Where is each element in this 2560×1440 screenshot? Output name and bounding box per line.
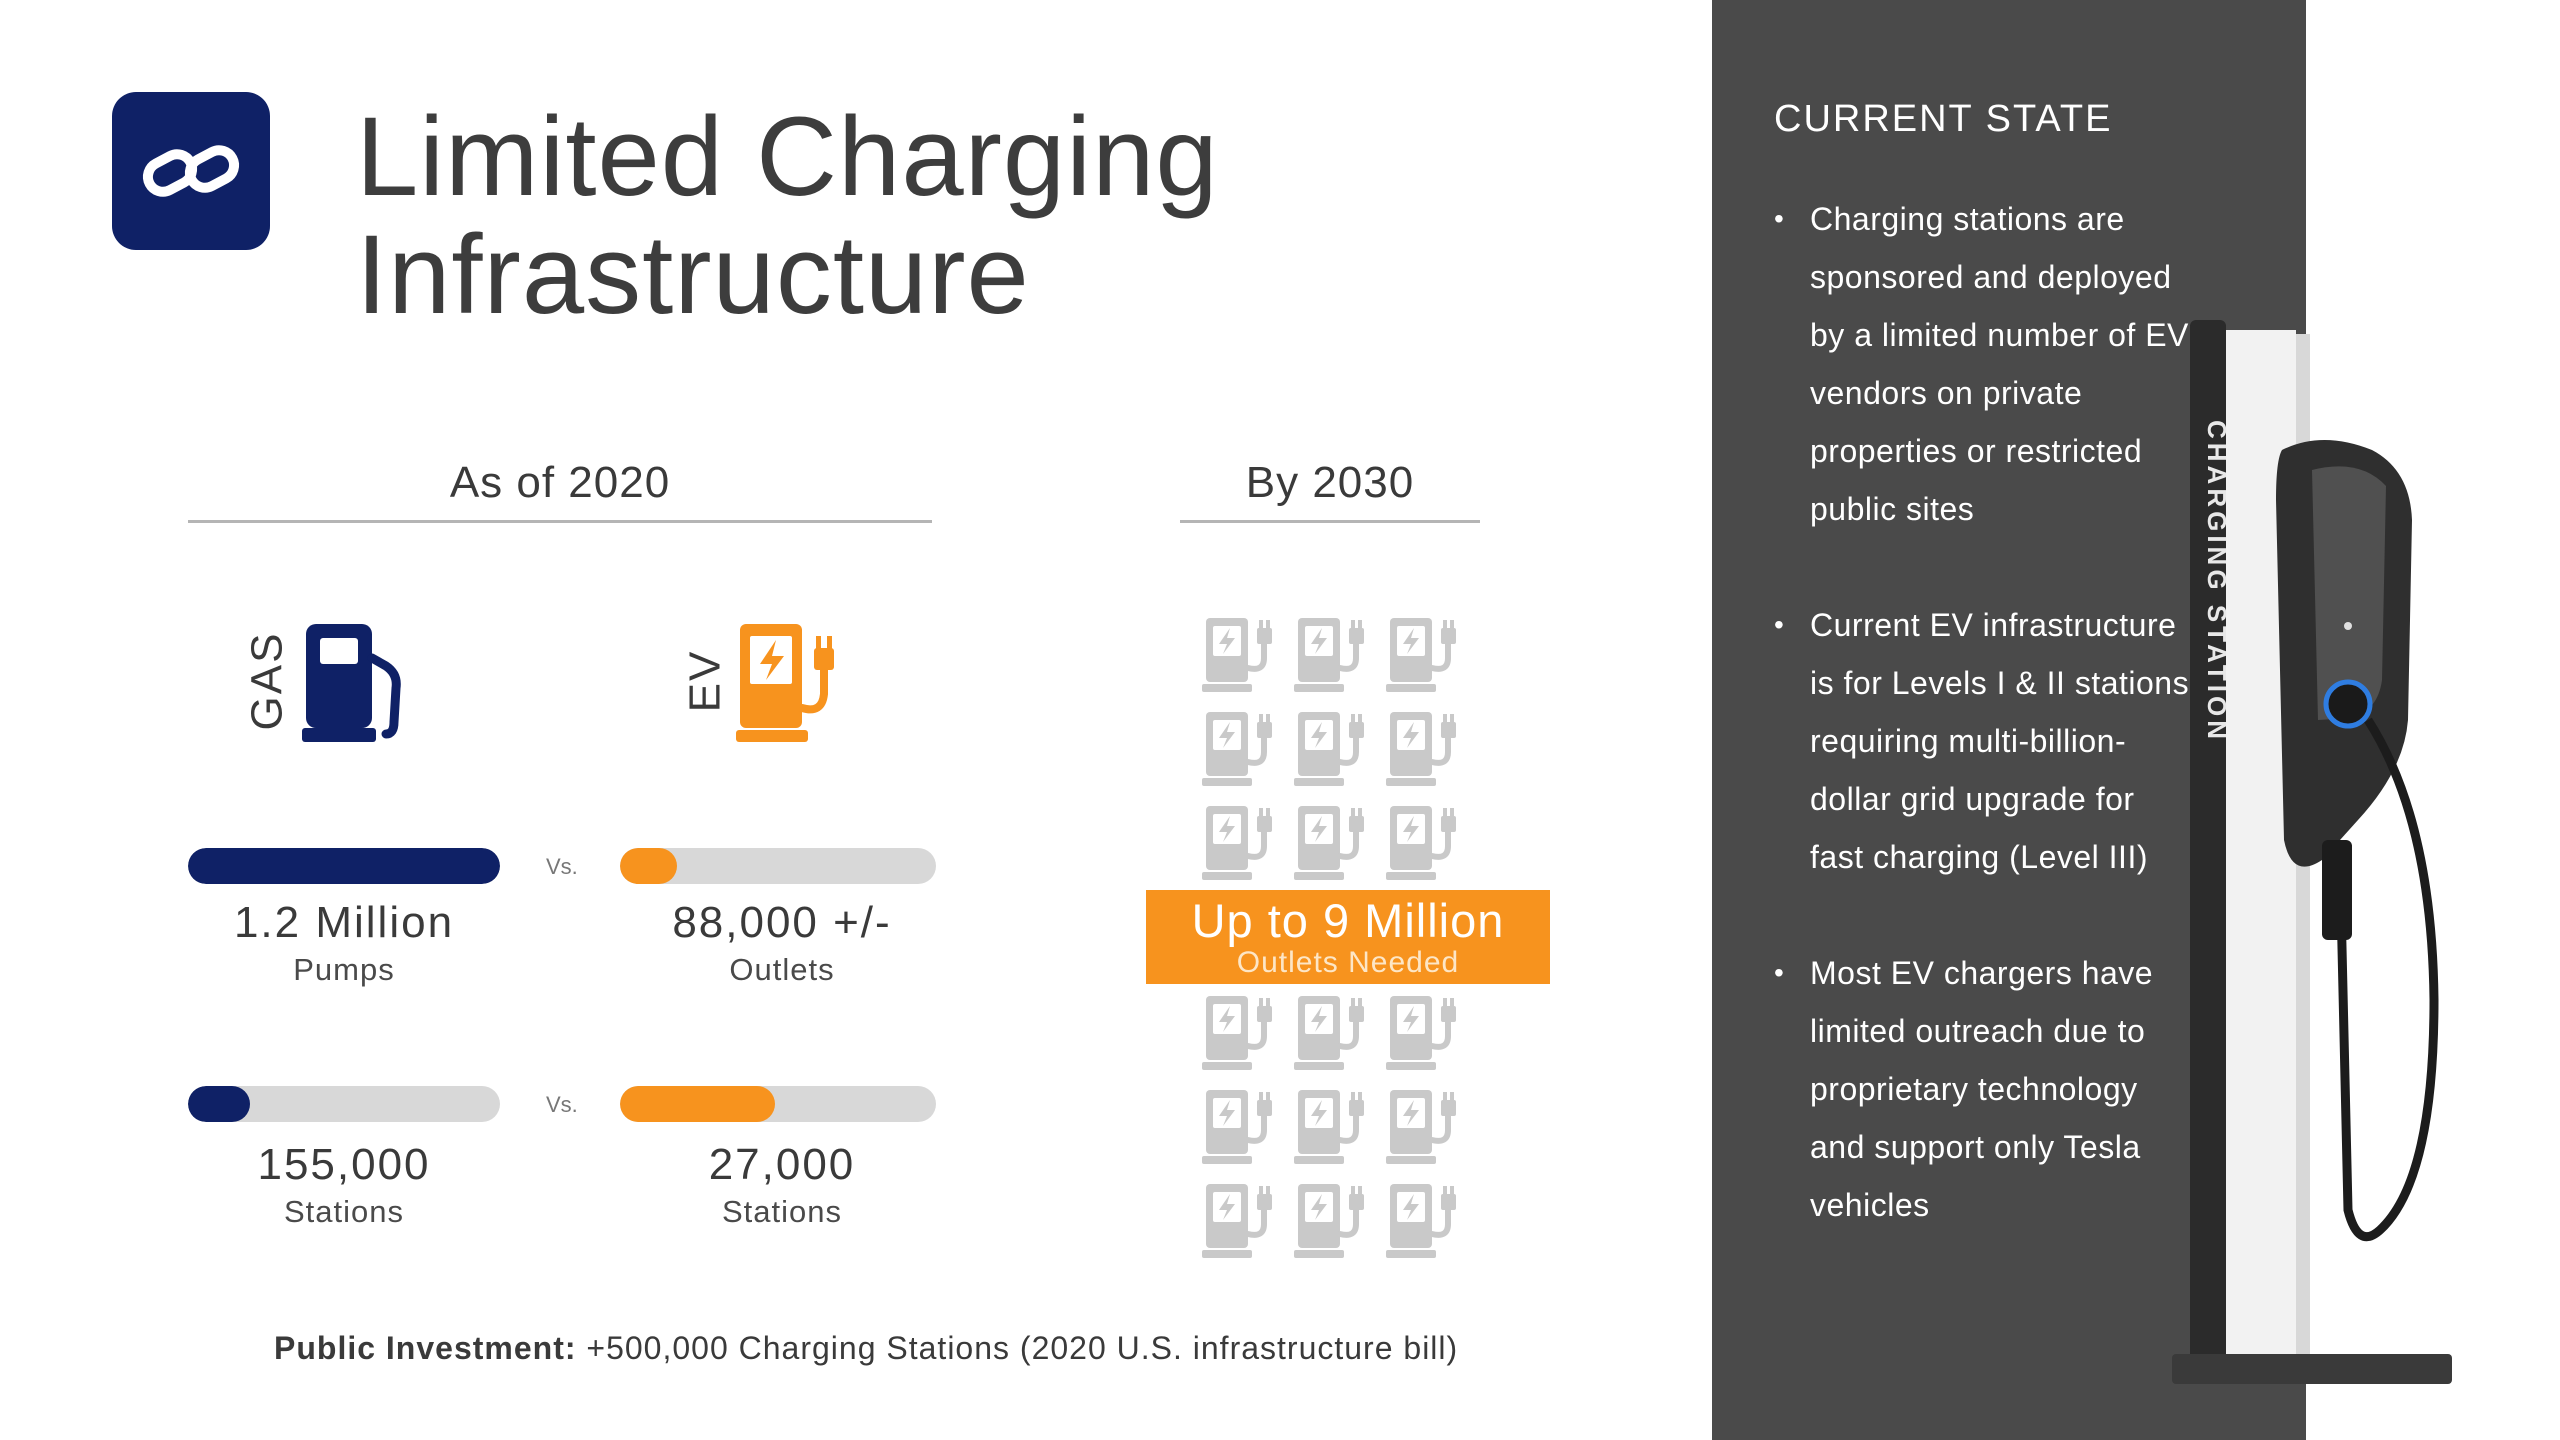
station-label-text: CHARGING STATION xyxy=(2202,420,2232,743)
charger-outline-icon xyxy=(1386,706,1474,790)
charger-outline-icon xyxy=(1386,1084,1474,1168)
link-logo-icon xyxy=(142,145,240,197)
footer-text: +500,000 Charging Stations (2020 U.S. in… xyxy=(586,1330,1459,1366)
gas-pump-icon xyxy=(302,618,412,753)
charger-outline-icon xyxy=(1294,990,1382,1074)
stat-unit: Stations xyxy=(283,1194,404,1229)
charger-outline-icon xyxy=(1202,990,1290,1074)
charging-station-image: CHARGING STATION xyxy=(2172,300,2552,1400)
section-divider xyxy=(1180,520,1480,523)
section-heading-2020: As of 2020 xyxy=(188,458,932,523)
section-heading-2030-label: By 2030 xyxy=(1245,458,1415,507)
ev-outlets-bar xyxy=(620,848,936,884)
ev-stations-bar xyxy=(620,1086,936,1122)
stat-ev-stations: 27,000 Stations xyxy=(612,1140,952,1230)
charger-outline-icon xyxy=(1386,990,1474,1074)
panel-title: CURRENT STATE xyxy=(1774,98,2113,140)
vs-label: Vs. xyxy=(546,1092,578,1117)
current-state-list: Charging stations are sponsored and depl… xyxy=(1774,190,2194,1292)
charger-outline-icon xyxy=(1202,706,1290,790)
footer-label: Public Investment: xyxy=(274,1330,577,1366)
stat-unit: Stations xyxy=(721,1194,842,1229)
charger-outline-icon xyxy=(1386,612,1474,696)
list-item: Most EV chargers have limited outreach d… xyxy=(1774,944,2194,1234)
charger-outline-icon xyxy=(1202,612,1290,696)
charger-icon-grid-top xyxy=(1202,612,1482,884)
charger-outline-icon xyxy=(1294,1178,1382,1262)
charger-outline-icon xyxy=(1294,706,1382,790)
stat-value: 155,000 xyxy=(257,1140,431,1189)
public-investment-note: Public Investment: +500,000 Charging Sta… xyxy=(274,1330,1458,1367)
vs-label: Vs. xyxy=(546,854,578,879)
projection-subline: Outlets Needed xyxy=(1236,946,1460,979)
stat-gas-stations: 155,000 Stations xyxy=(174,1140,514,1230)
bar-fill xyxy=(188,848,500,884)
section-divider xyxy=(188,520,932,523)
bar-fill xyxy=(188,1086,251,1122)
charger-icon-grid-bottom xyxy=(1202,990,1482,1262)
section-heading-2020-label: As of 2020 xyxy=(449,458,671,507)
stat-unit: Outlets xyxy=(729,952,835,987)
gas-label: GAS xyxy=(242,631,292,731)
charger-outline-icon xyxy=(1202,1084,1290,1168)
bar-fill xyxy=(620,1086,775,1122)
charger-outline-icon xyxy=(1386,800,1474,884)
projection-headline: Up to 9 Million xyxy=(1191,894,1505,947)
stat-value: 88,000 +/- xyxy=(672,898,892,947)
charger-outline-icon xyxy=(1386,1178,1474,1262)
stat-unit: Pumps xyxy=(293,952,395,987)
list-item: Current EV infrastructure is for Levels … xyxy=(1774,596,2194,886)
stat-ev-outlets: 88,000 +/- Outlets xyxy=(612,898,952,988)
charger-outline-icon xyxy=(1202,1178,1290,1262)
title-line-2: Infrastructure xyxy=(356,212,1030,337)
projection-callout: Up to 9 Million Outlets Needed xyxy=(1146,890,1550,984)
charger-outline-icon xyxy=(1294,1084,1382,1168)
stat-value: 27,000 xyxy=(708,1140,856,1189)
section-heading-2030: By 2030 xyxy=(1180,458,1480,523)
title-line-1: Limited Charging xyxy=(356,94,1219,219)
charger-outline-icon xyxy=(1294,800,1382,884)
page-title: Limited Charging Infrastructure xyxy=(356,98,1219,334)
charger-outline-icon xyxy=(1202,800,1290,884)
ev-label: EV xyxy=(680,649,730,713)
ev-charger-icon xyxy=(736,618,856,753)
charger-outline-icon xyxy=(1294,612,1382,696)
gas-stations-bar xyxy=(188,1086,500,1122)
bar-fill xyxy=(620,848,677,884)
stat-gas-pumps: 1.2 Million Pumps xyxy=(174,898,514,988)
stat-value: 1.2 Million xyxy=(233,898,455,947)
gas-pumps-bar xyxy=(188,848,500,884)
app-logo xyxy=(112,92,270,250)
list-item: Charging stations are sponsored and depl… xyxy=(1774,190,2194,538)
